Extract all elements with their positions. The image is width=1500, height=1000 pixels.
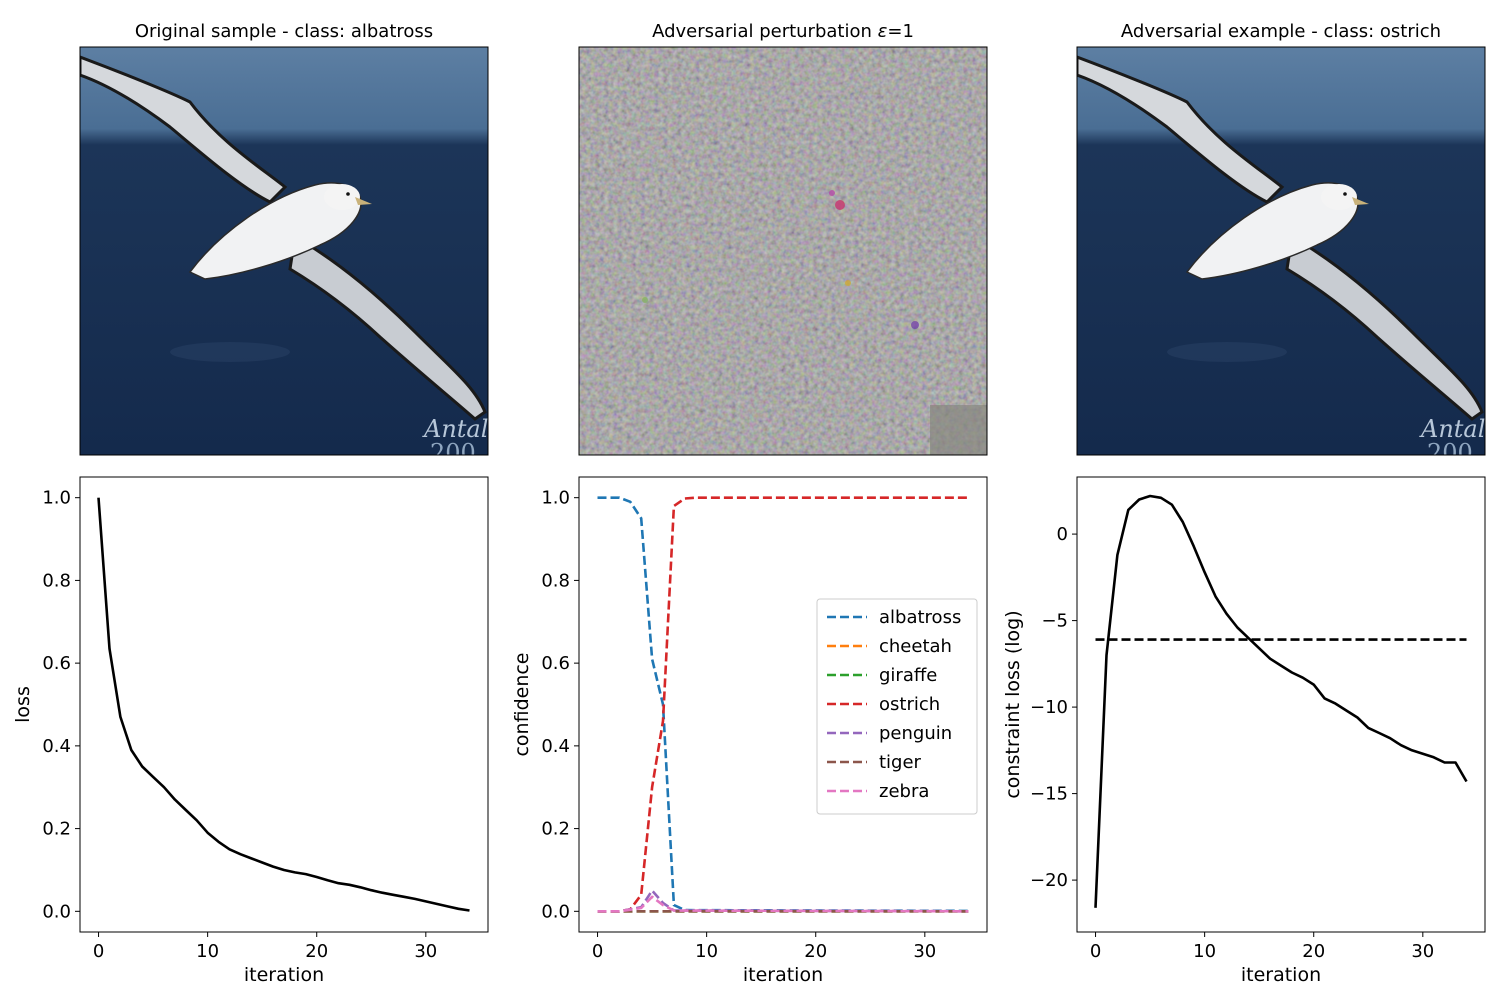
y-tick-label: −20 — [1030, 870, 1068, 891]
constraint-loss-x-axis-label: iteration — [1241, 964, 1321, 986]
constraint-loss-plot: 0 10 20 30 −20 −15 −10 −5 0 iteration constraint l… — [1002, 476, 1486, 986]
x-tick-label: 30 — [414, 941, 437, 962]
loss-axes-frame — [79, 476, 489, 933]
y-tick-label: 0.4 — [42, 736, 71, 757]
adversarial-image: Antal 200 — [1077, 47, 1485, 467]
legend-label-tiger: tiger — [879, 752, 922, 773]
x-tick-label: 30 — [1411, 941, 1434, 962]
original-image-frame — [79, 46, 489, 456]
y-tick-label: 0.2 — [541, 819, 570, 840]
legend-label-ostrich: ostrich — [879, 694, 940, 715]
watermark-line-1: Antal — [1419, 415, 1485, 443]
y-tick-label: 0.8 — [42, 570, 71, 591]
x-tick-label: 0 — [1090, 941, 1101, 962]
legend-label-cheetah: cheetah — [879, 636, 952, 657]
adversarial-panel-title: Adversarial example - class: ostrich — [1121, 21, 1441, 42]
legend-box — [816, 598, 978, 815]
y-tick-label: 0.6 — [42, 653, 71, 674]
y-tick-label: 0.8 — [541, 570, 570, 591]
confidence-plot: 0 10 20 30 0.0 0.2 0.4 0.6 0.8 1.0 iteration confid… — [511, 476, 988, 986]
legend-label-albatross: albatross — [879, 607, 961, 628]
original-image: Antal 200 — [80, 47, 488, 467]
x-tick-label: 0 — [93, 941, 104, 962]
y-tick-label: 0.4 — [541, 736, 570, 757]
watermark-line-2: 200 — [1427, 439, 1473, 467]
perturbation-image-frame — [578, 46, 988, 456]
perturbation-title-suffix: =1 — [887, 21, 914, 42]
confidence-y-axis-label: confidence — [511, 652, 533, 756]
series-line-loss — [97, 497, 470, 912]
perturbation-panel-title: Adversarial perturbation ε=1 — [652, 21, 914, 42]
y-tick-label: −15 — [1030, 784, 1068, 805]
y-tick-label: −5 — [1041, 611, 1068, 632]
x-tick-label: 20 — [804, 941, 827, 962]
legend-label-zebra: zebra — [879, 781, 929, 802]
epsilon-symbol: ε — [878, 21, 888, 42]
y-tick-label: 0.2 — [42, 819, 71, 840]
original-panel-title: Original sample - class: albatross — [135, 21, 433, 42]
loss-y-axis-label: loss — [12, 686, 34, 723]
loss-x-axis-label: iteration — [244, 964, 324, 986]
constraint-loss-y-axis-label: constraint loss (log) — [1002, 610, 1024, 798]
x-tick-label: 10 — [1193, 941, 1216, 962]
y-tick-label: −10 — [1030, 697, 1068, 718]
confidence-x-axis-label: iteration — [743, 964, 823, 986]
legend-label-giraffe: giraffe — [879, 665, 937, 686]
x-tick-label: 10 — [695, 941, 718, 962]
y-tick-label: 0.6 — [541, 653, 570, 674]
series-line-albatross — [597, 496, 969, 913]
series-line-penguin — [597, 889, 969, 913]
watermark-line-1: Antal — [422, 415, 488, 443]
constraint-loss-axes-frame — [1076, 476, 1486, 933]
adversarial-image-frame — [1076, 46, 1486, 456]
x-tick-label: 10 — [196, 941, 219, 962]
y-tick-label: 0.0 — [541, 901, 570, 922]
y-tick-label: 0 — [1057, 524, 1068, 545]
x-tick-label: 0 — [592, 941, 603, 962]
x-tick-label: 20 — [305, 941, 328, 962]
confidence-axes-frame — [578, 476, 988, 933]
series-line-constraint-loss — [1094, 494, 1468, 908]
x-tick-label: 30 — [913, 941, 936, 962]
x-tick-label: 20 — [1302, 941, 1325, 962]
loss-plot: 0 10 20 30 0.0 0.2 0.4 0.6 0.8 1.0 iteration loss — [12, 476, 489, 986]
watermark-line-2: 200 — [430, 439, 476, 467]
y-tick-label: 1.0 — [541, 488, 570, 509]
series-line-zebra — [597, 895, 969, 913]
perturbation-title-prefix: Adversarial perturbation — [652, 21, 878, 42]
perturbation-image — [579, 47, 987, 455]
y-tick-label: 1.0 — [42, 488, 71, 509]
legend-label-penguin: penguin — [879, 723, 952, 744]
y-tick-label: 0.0 — [42, 901, 71, 922]
